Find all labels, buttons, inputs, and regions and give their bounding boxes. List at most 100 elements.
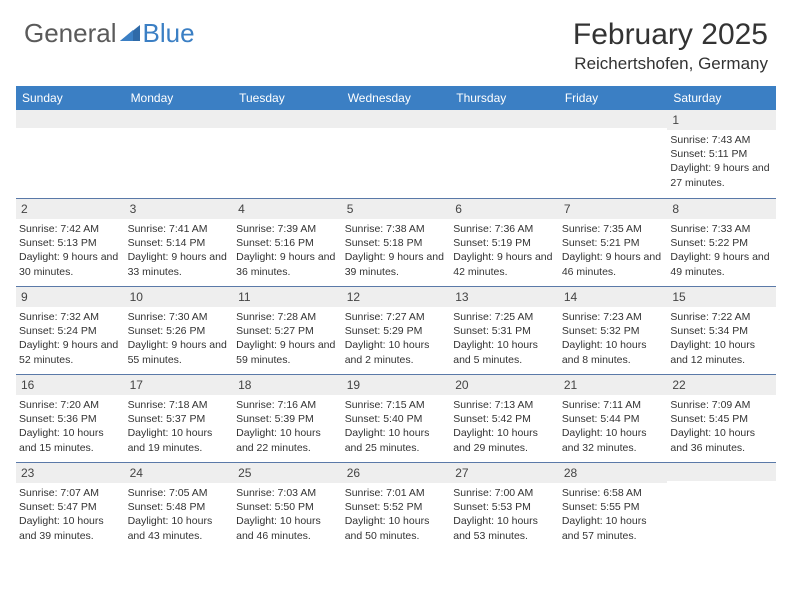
day-details: Sunrise: 7:13 AMSunset: 5:42 PMDaylight:… [450,395,559,458]
day-number: 24 [125,463,234,483]
day-details [450,128,559,134]
day-number: 15 [667,287,776,307]
day-number [342,110,451,128]
day-details: Sunrise: 7:16 AMSunset: 5:39 PMDaylight:… [233,395,342,458]
day-cell: 1Sunrise: 7:43 AMSunset: 5:11 PMDaylight… [667,110,776,198]
day-details: Sunrise: 7:11 AMSunset: 5:44 PMDaylight:… [559,395,668,458]
day-number: 16 [16,375,125,395]
day-number: 18 [233,375,342,395]
week-row: 2Sunrise: 7:42 AMSunset: 5:13 PMDaylight… [16,198,776,286]
day-details: Sunrise: 6:58 AMSunset: 5:55 PMDaylight:… [559,483,668,546]
day-number: 1 [667,110,776,130]
day-details [125,128,234,134]
day-number [667,463,776,481]
day-details: Sunrise: 7:33 AMSunset: 5:22 PMDaylight:… [667,219,776,282]
day-number: 10 [125,287,234,307]
day-details: Sunrise: 7:38 AMSunset: 5:18 PMDaylight:… [342,219,451,282]
day-cell [342,110,451,198]
day-cell [16,110,125,198]
month-title: February 2025 [573,18,768,52]
day-details: Sunrise: 7:41 AMSunset: 5:14 PMDaylight:… [125,219,234,282]
week-row: 23Sunrise: 7:07 AMSunset: 5:47 PMDayligh… [16,462,776,550]
day-cell [450,110,559,198]
day-cell: 24Sunrise: 7:05 AMSunset: 5:48 PMDayligh… [125,462,234,550]
day-number: 11 [233,287,342,307]
day-details: Sunrise: 7:30 AMSunset: 5:26 PMDaylight:… [125,307,234,370]
day-details: Sunrise: 7:15 AMSunset: 5:40 PMDaylight:… [342,395,451,458]
day-cell: 28Sunrise: 6:58 AMSunset: 5:55 PMDayligh… [559,462,668,550]
location-text: Reichertshofen, Germany [573,54,768,74]
day-header: Wednesday [342,86,451,110]
day-header: Saturday [667,86,776,110]
day-number: 19 [342,375,451,395]
day-cell: 10Sunrise: 7:30 AMSunset: 5:26 PMDayligh… [125,286,234,374]
day-number: 25 [233,463,342,483]
day-details: Sunrise: 7:03 AMSunset: 5:50 PMDaylight:… [233,483,342,546]
week-row: 9Sunrise: 7:32 AMSunset: 5:24 PMDaylight… [16,286,776,374]
day-cell: 25Sunrise: 7:03 AMSunset: 5:50 PMDayligh… [233,462,342,550]
day-details: Sunrise: 7:25 AMSunset: 5:31 PMDaylight:… [450,307,559,370]
day-details: Sunrise: 7:09 AMSunset: 5:45 PMDaylight:… [667,395,776,458]
day-number: 3 [125,199,234,219]
day-number: 21 [559,375,668,395]
day-number: 27 [450,463,559,483]
day-details: Sunrise: 7:43 AMSunset: 5:11 PMDaylight:… [667,130,776,193]
day-details: Sunrise: 7:22 AMSunset: 5:34 PMDaylight:… [667,307,776,370]
day-cell: 2Sunrise: 7:42 AMSunset: 5:13 PMDaylight… [16,198,125,286]
day-number [559,110,668,128]
day-cell: 3Sunrise: 7:41 AMSunset: 5:14 PMDaylight… [125,198,234,286]
day-details: Sunrise: 7:20 AMSunset: 5:36 PMDaylight:… [16,395,125,458]
day-header: Tuesday [233,86,342,110]
day-number: 2 [16,199,125,219]
brand-text-1: General [24,18,117,49]
day-cell: 7Sunrise: 7:35 AMSunset: 5:21 PMDaylight… [559,198,668,286]
day-cell: 16Sunrise: 7:20 AMSunset: 5:36 PMDayligh… [16,374,125,462]
day-number: 6 [450,199,559,219]
day-cell: 27Sunrise: 7:00 AMSunset: 5:53 PMDayligh… [450,462,559,550]
day-cell: 14Sunrise: 7:23 AMSunset: 5:32 PMDayligh… [559,286,668,374]
day-cell: 13Sunrise: 7:25 AMSunset: 5:31 PMDayligh… [450,286,559,374]
day-details: Sunrise: 7:28 AMSunset: 5:27 PMDaylight:… [233,307,342,370]
day-cell: 26Sunrise: 7:01 AMSunset: 5:52 PMDayligh… [342,462,451,550]
day-cell: 5Sunrise: 7:38 AMSunset: 5:18 PMDaylight… [342,198,451,286]
day-number: 22 [667,375,776,395]
day-cell: 22Sunrise: 7:09 AMSunset: 5:45 PMDayligh… [667,374,776,462]
day-cell [125,110,234,198]
day-number: 8 [667,199,776,219]
day-number: 7 [559,199,668,219]
day-number [233,110,342,128]
day-details [342,128,451,134]
day-number: 20 [450,375,559,395]
day-number: 17 [125,375,234,395]
day-details: Sunrise: 7:39 AMSunset: 5:16 PMDaylight:… [233,219,342,282]
day-cell: 19Sunrise: 7:15 AMSunset: 5:40 PMDayligh… [342,374,451,462]
day-cell: 20Sunrise: 7:13 AMSunset: 5:42 PMDayligh… [450,374,559,462]
day-number [125,110,234,128]
day-number: 4 [233,199,342,219]
day-cell [667,462,776,550]
day-number: 23 [16,463,125,483]
day-number: 14 [559,287,668,307]
day-cell [233,110,342,198]
week-row: 1Sunrise: 7:43 AMSunset: 5:11 PMDaylight… [16,110,776,198]
day-header-row: SundayMondayTuesdayWednesdayThursdayFrid… [16,86,776,110]
day-cell: 4Sunrise: 7:39 AMSunset: 5:16 PMDaylight… [233,198,342,286]
day-details: Sunrise: 7:01 AMSunset: 5:52 PMDaylight:… [342,483,451,546]
page-header: GeneralBlue February 2025 Reichertshofen… [0,0,792,82]
day-details: Sunrise: 7:35 AMSunset: 5:21 PMDaylight:… [559,219,668,282]
day-cell: 12Sunrise: 7:27 AMSunset: 5:29 PMDayligh… [342,286,451,374]
day-details [16,128,125,134]
brand-logo: GeneralBlue [24,18,195,49]
day-number: 13 [450,287,559,307]
calendar-table: SundayMondayTuesdayWednesdayThursdayFrid… [16,86,776,550]
day-details: Sunrise: 7:42 AMSunset: 5:13 PMDaylight:… [16,219,125,282]
day-number: 26 [342,463,451,483]
day-number: 5 [342,199,451,219]
day-cell: 9Sunrise: 7:32 AMSunset: 5:24 PMDaylight… [16,286,125,374]
day-cell: 6Sunrise: 7:36 AMSunset: 5:19 PMDaylight… [450,198,559,286]
day-number: 9 [16,287,125,307]
day-header: Sunday [16,86,125,110]
day-cell [559,110,668,198]
day-cell: 18Sunrise: 7:16 AMSunset: 5:39 PMDayligh… [233,374,342,462]
week-row: 16Sunrise: 7:20 AMSunset: 5:36 PMDayligh… [16,374,776,462]
